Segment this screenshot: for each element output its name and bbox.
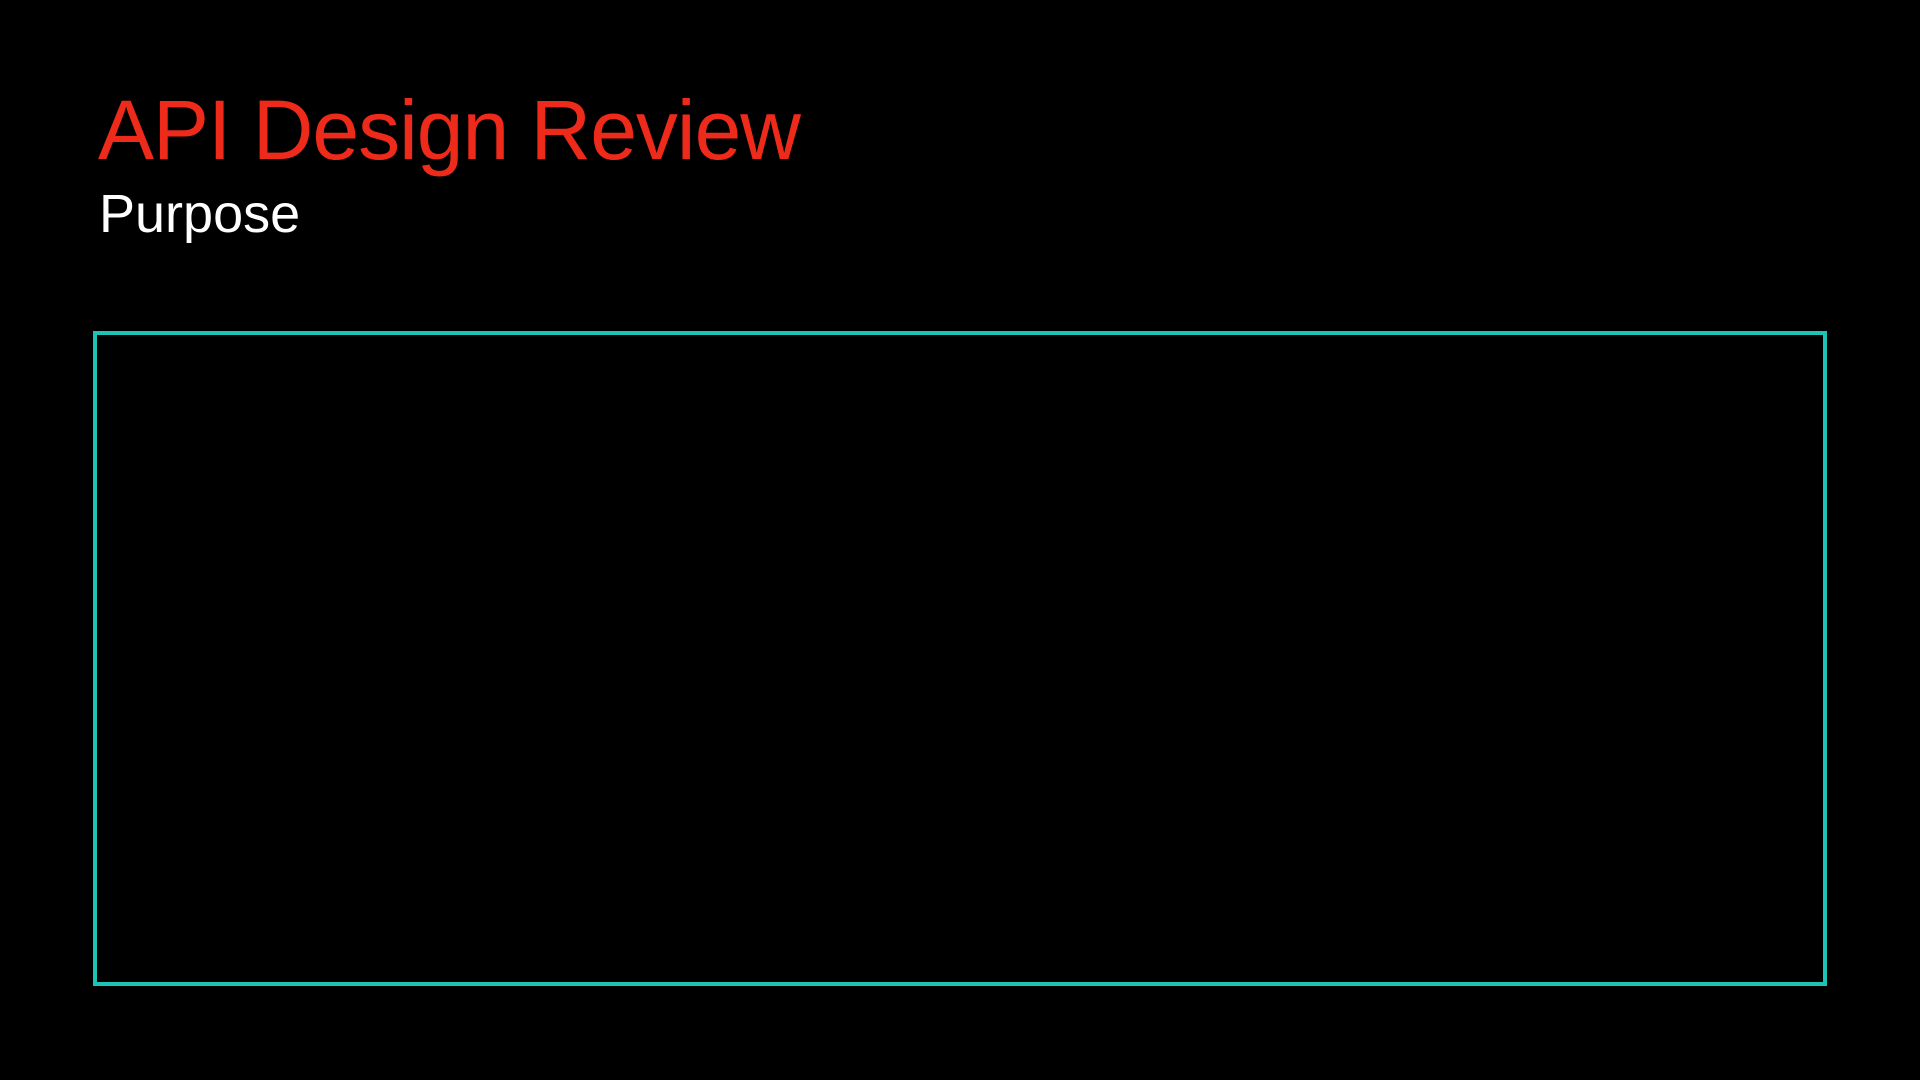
content-placeholder-frame[interactable]	[93, 331, 1827, 986]
slide-title: API Design Review	[98, 83, 801, 177]
slide-subtitle: Purpose	[99, 184, 301, 244]
